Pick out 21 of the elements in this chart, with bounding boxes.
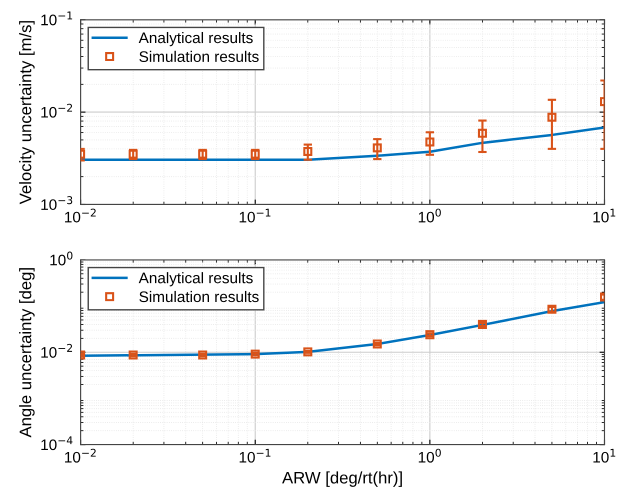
x-tick-label: 10$^{0}$ (418, 448, 441, 463)
x-tick-label: 10$^{−2}$ (65, 448, 96, 463)
y-tick-label: 10$^{−3}$ (41, 196, 72, 210)
y-tick-label: 10$^{0}$ (50, 252, 72, 266)
y-axis-title: Angle uncertainty [deg] (19, 268, 35, 438)
y-tick-label: 10$^{−2}$ (41, 104, 72, 118)
x-tick-label: 10$^{1}$ (593, 208, 616, 223)
y-tick-label: 10$^{−2}$ (41, 344, 72, 358)
legend-label: Simulation results (139, 50, 259, 62)
x-tick-label: 10$^{−2}$ (65, 208, 96, 223)
y-tick-label: 10$^{−1}$ (41, 12, 72, 26)
x-tick-label: 10$^{−1}$ (240, 208, 270, 223)
x-axis-title: ARW [deg/rt(hr)] (282, 471, 402, 487)
x-tick-label: 10$^{−1}$ (240, 448, 270, 463)
y-axis-title: Velocity uncertainty [m/s] (19, 21, 35, 204)
x-tick-label: 10$^{1}$ (593, 448, 616, 463)
legend-label: Analytical results (138, 272, 253, 286)
y-tick-label: 10$^{−4}$ (41, 436, 72, 450)
x-tick-label: 10$^{0}$ (418, 208, 441, 223)
legend-label: Simulation results (139, 290, 259, 302)
legend-label: Analytical results (138, 32, 253, 46)
